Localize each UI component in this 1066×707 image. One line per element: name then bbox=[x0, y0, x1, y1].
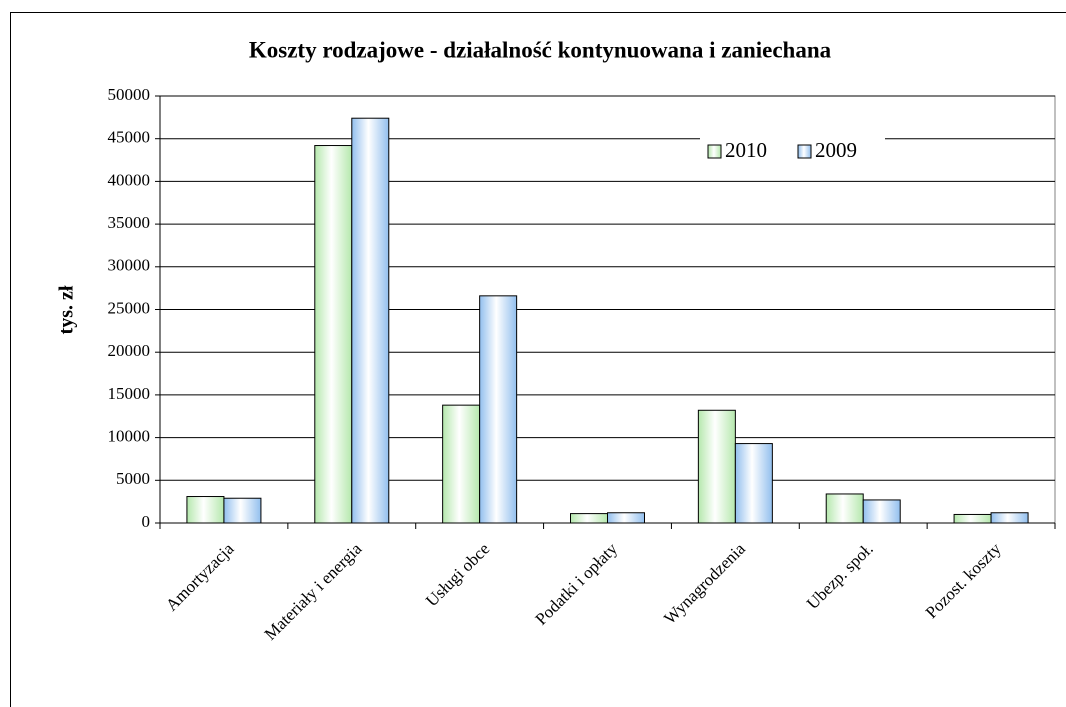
y-tick-label: 10000 bbox=[108, 427, 151, 446]
legend-swatch bbox=[797, 144, 812, 159]
bar bbox=[351, 117, 390, 524]
legend-box bbox=[700, 135, 885, 168]
bar bbox=[734, 443, 773, 524]
bar bbox=[479, 295, 518, 524]
bar bbox=[570, 513, 608, 524]
bar bbox=[990, 512, 1029, 524]
chart-title: Koszty rodzajowe - działalność kontynuow… bbox=[249, 37, 832, 62]
bar bbox=[442, 404, 481, 524]
bar bbox=[697, 409, 736, 524]
bar bbox=[223, 497, 262, 524]
bar bbox=[862, 499, 901, 524]
y-tick-label: 20000 bbox=[108, 341, 151, 360]
y-axis-label: tys. zł bbox=[56, 285, 78, 334]
legend-label: 2009 bbox=[815, 138, 857, 162]
y-tick-label: 15000 bbox=[108, 384, 151, 403]
y-tick-label: 45000 bbox=[108, 128, 151, 147]
y-tick-label: 5000 bbox=[116, 469, 150, 488]
bar bbox=[825, 493, 864, 524]
bar bbox=[607, 512, 645, 524]
bar bbox=[186, 496, 225, 524]
legend-label: 2010 bbox=[725, 138, 767, 162]
y-tick-label: 35000 bbox=[108, 213, 151, 232]
y-tick-label: 30000 bbox=[108, 256, 151, 275]
legend-swatch bbox=[707, 144, 722, 159]
y-tick-label: 40000 bbox=[108, 170, 151, 189]
bar bbox=[314, 145, 353, 524]
y-tick-label: 0 bbox=[142, 512, 151, 531]
y-tick-label: 25000 bbox=[108, 298, 151, 317]
y-tick-label: 50000 bbox=[108, 85, 151, 104]
bar bbox=[953, 513, 992, 524]
